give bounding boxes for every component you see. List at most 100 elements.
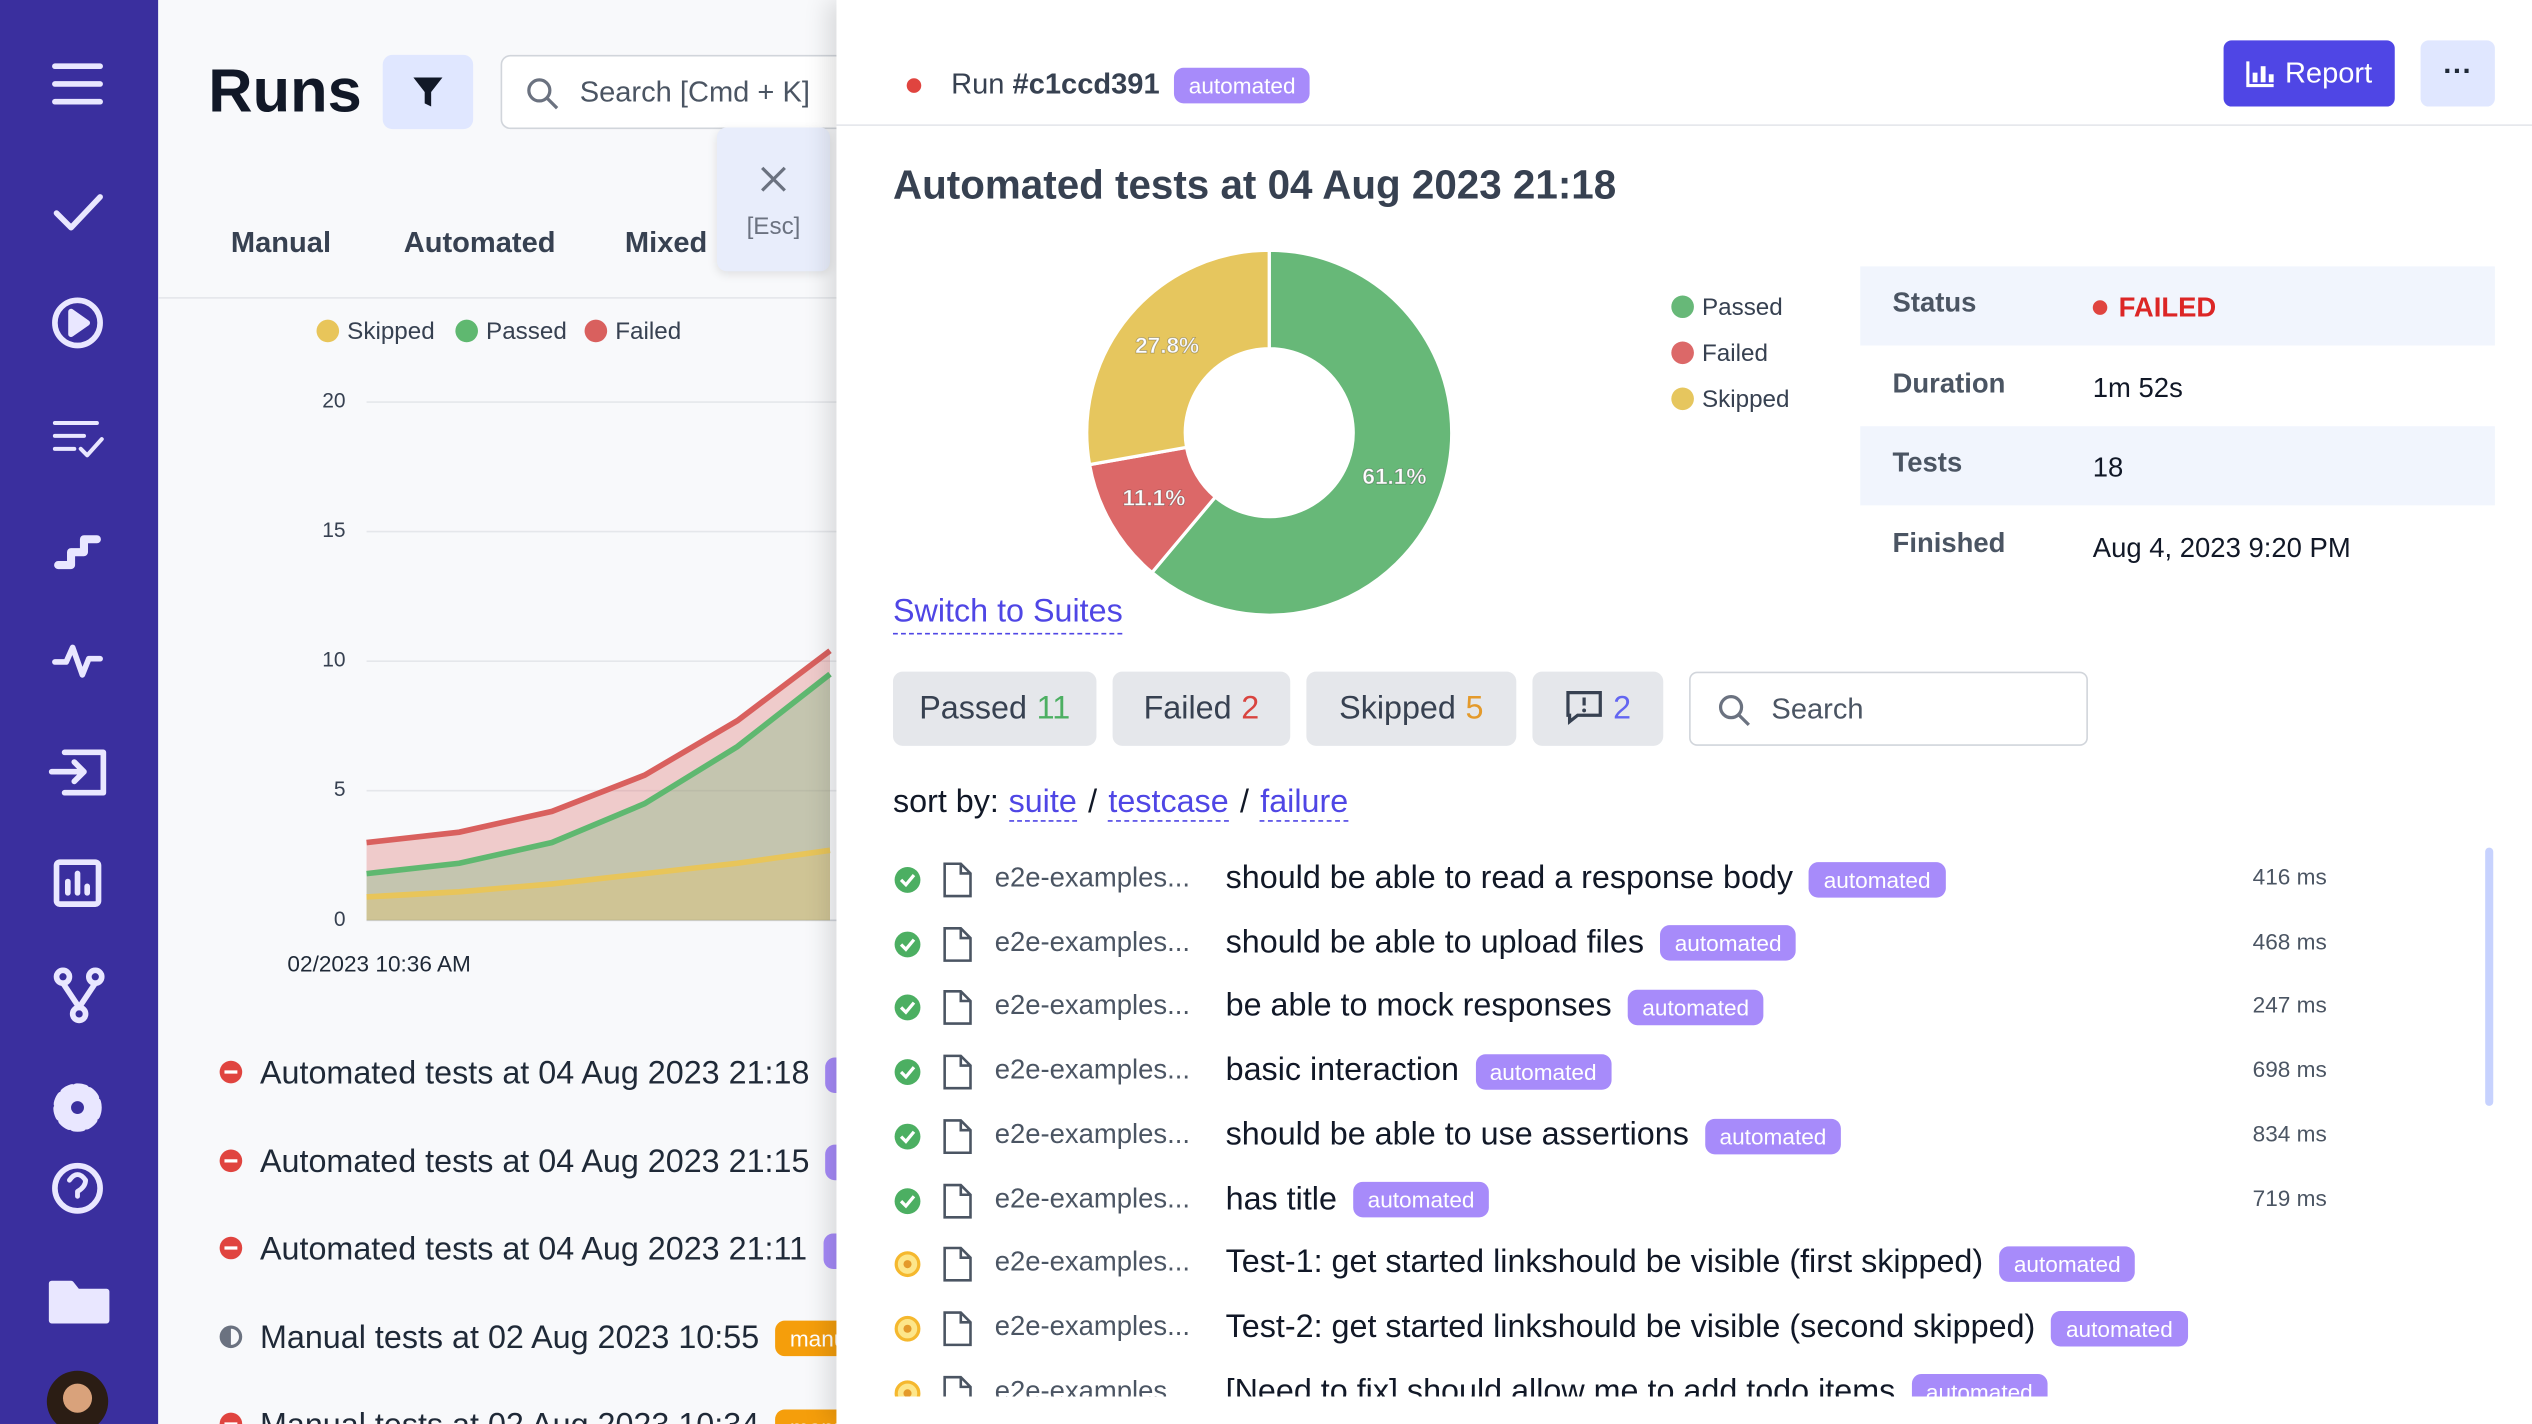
test-suite: e2e-examples... [994,990,1191,1021]
line [366,648,832,846]
settings-icon[interactable] [53,1083,102,1132]
filter-button[interactable]: Skipped 5 [1306,671,1517,746]
test-title-box: [Need to fix] should allow me to add tod… [1226,1373,2048,1397]
test-status-icon [894,1251,921,1278]
steps-icon[interactable] [54,535,101,570]
pie-label: 61.1% [1362,464,1426,489]
legend-label: Failed [1702,340,1768,367]
x-tick-label: 02/2023 10:36 AM [287,951,470,976]
file-icon [943,1054,972,1090]
test-duration: 247 ms [2252,991,2327,1018]
info-value-box: FAILED [2092,292,2217,324]
runs-chart: 0 5 10 15 20 02/2023 10:36 AM [287,390,837,976]
icon [894,1187,921,1214]
sort-option[interactable]: testcase [1108,784,1229,822]
legend-swatch [455,319,478,343]
runs-panel: Runs Search [Cmd + K] Manual Automated Mix… [158,0,837,1424]
test-row[interactable]: e2e-examples... Test-2: get started links… [836,1296,2467,1361]
report-label: Report [2284,56,2373,89]
tests-list: e2e-examples... should be able to read a … [836,848,2532,1397]
comments-button[interactable]: 2 [1532,671,1664,746]
tab[interactable]: Manual [230,226,332,259]
tests-icon[interactable] [53,194,103,231]
run-title: Automated tests at 04 Aug 2023 21:15 [259,1143,810,1180]
test-row[interactable]: e2e-examples... [Need to fix] should allo… [836,1360,2467,1397]
run-title: Automated tests at 04 Aug 2023 21:11 [259,1231,808,1268]
scrollbar[interactable] [2485,847,2494,1106]
icon [943,926,972,962]
info-label: Finished [1892,527,2006,558]
test-duration: 468 ms [2252,927,2327,954]
run-row[interactable]: Automated tests at 04 Aug 2023 21:18 auto… [218,1055,837,1093]
file-icon [943,1247,972,1282]
test-badge: automated [1475,1053,1612,1090]
more-button[interactable]: ··· [2420,40,2495,107]
run-row[interactable]: Automated tests at 04 Aug 2023 21:11 auto… [218,1231,837,1269]
test-title: should be able to upload files [1225,924,1645,961]
test-row[interactable]: e2e-examples... be able to mock responses… [836,976,2467,1041]
icon [943,1311,972,1346]
tab[interactable]: Automated [403,226,556,259]
search-box[interactable]: Search [Cmd + K] [500,54,837,130]
test-status-icon [894,1123,921,1150]
import-icon[interactable] [48,749,107,796]
test-row[interactable]: e2e-examples... Test-1: get started links… [836,1232,2467,1297]
test-status-icon [894,866,921,893]
test-title: should be able to use assertions [1225,1116,1689,1153]
filter-button[interactable] [382,54,474,130]
test-row[interactable]: e2e-examples... basic interaction automate… [836,1040,2467,1105]
run-title: Automated tests at 04 Aug 2023 21:18 [259,1055,810,1092]
test-search[interactable]: Search [1689,671,2088,746]
run-row[interactable]: Manual tests at 02 Aug 2023 10:55 manual [218,1320,837,1357]
info-value-box: 18 [2093,452,2124,484]
switch-link[interactable]: Switch to Suites [892,594,1123,635]
menu-icon[interactable] [52,63,103,105]
avatar[interactable] [46,1370,109,1424]
branches-icon[interactable] [53,967,105,1024]
run-row[interactable]: Manual tests at 02 Aug 2023 10:34 manual [218,1408,837,1424]
sidebar [0,0,159,1424]
run-status-icon [219,1148,243,1172]
icon [899,1002,916,1016]
test-status-icon [894,1187,921,1214]
icon [894,995,921,1021]
tab[interactable]: Mixed [624,226,708,259]
test-title-box: be able to mock responses automated [1226,989,1764,1026]
info-value: FAILED [2118,292,2217,323]
legend-swatch [1671,295,1694,319]
run-row[interactable]: Automated tests at 04 Aug 2023 21:15 auto… [218,1143,837,1181]
info-row: Tests 18 [1860,426,2495,506]
test-suite: e2e-examples... [994,1246,1191,1278]
icon [1566,691,1602,726]
test-row[interactable]: e2e-examples... should be able to read a … [836,848,2467,913]
pulse-icon[interactable] [52,644,103,678]
plans-icon[interactable] [52,420,104,458]
test-title-box: should be able to read a response body au… [1226,861,1946,898]
test-row[interactable]: e2e-examples... should be able to use ass… [836,1104,2467,1169]
file-icon [943,1182,972,1218]
help-icon[interactable] [52,1162,103,1214]
projects-icon[interactable] [48,1280,110,1324]
sort-option[interactable]: suite [1008,784,1077,822]
test-title-box: basic interaction automated [1225,1052,1612,1090]
analytics-icon[interactable] [53,859,102,907]
test-title: basic interaction [1225,1052,1460,1089]
test-badge: automated [2051,1310,2188,1346]
test-title-box: has title automated [1226,1181,1490,1218]
run-detail: Run #c1ccd391 automated Report ··· Autom… [836,0,2532,1424]
icon [903,1388,912,1397]
sort-option[interactable]: failure [1260,784,1349,822]
file-icon [943,926,972,962]
runs-icon[interactable] [52,297,103,349]
filter-count: 11 [1036,691,1071,727]
test-status-icon [894,931,921,957]
filter-button[interactable]: Failed 2 [1112,671,1291,746]
test-row[interactable]: e2e-examples... should be able to upload … [836,912,2467,977]
test-row[interactable]: e2e-examples... has title automated 719 ms [836,1168,2467,1233]
filter-button[interactable]: Passed 11 [892,671,1097,746]
close-panel[interactable]: [Esc] [716,127,831,272]
report-button[interactable]: Report [2223,40,2395,107]
info-row: Finished Aug 4, 2023 9:20 PM [1860,506,2495,586]
close-icon [761,166,786,192]
test-suite: e2e-examples... [994,862,1191,893]
